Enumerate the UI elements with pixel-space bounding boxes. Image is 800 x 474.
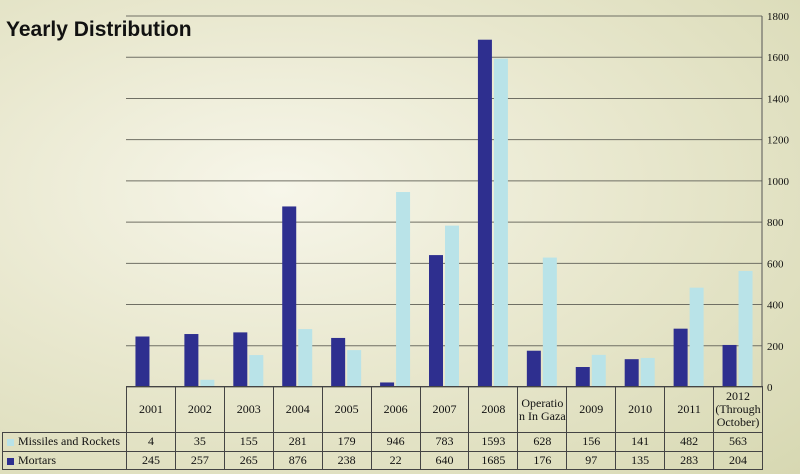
value-cell: 238 [321, 450, 372, 470]
y-tick-label: 800 [767, 217, 784, 229]
bar-missiles-and-rockets [591, 354, 606, 387]
bar-mortars [135, 336, 150, 387]
bar-missiles-and-rockets [200, 379, 215, 387]
bar-mortars [624, 359, 639, 387]
bar-mortars [477, 39, 492, 387]
bar-mortars [380, 382, 395, 387]
y-tick-label: 1400 [767, 93, 790, 105]
bar-missiles-and-rockets [689, 287, 704, 387]
y-tick-label: 1200 [767, 135, 790, 147]
value-cell: 176 [517, 450, 568, 470]
category-label: 2008 [468, 386, 519, 433]
bar-missiles-and-rockets [249, 355, 264, 387]
category-label: 2005 [321, 386, 372, 433]
category-label: 2007 [419, 386, 470, 433]
series-name: Mortars [18, 452, 56, 467]
value-cell: 283 [664, 450, 715, 470]
y-tick-label: 400 [767, 300, 784, 312]
y-tick-label: 200 [767, 341, 784, 353]
bar-mortars [673, 328, 688, 387]
y-tick-label: 1800 [767, 11, 790, 23]
bar-missiles-and-rockets [493, 58, 508, 387]
value-cell: 876 [272, 450, 323, 470]
value-cell: 35 [174, 432, 225, 452]
value-cell: 155 [223, 432, 274, 452]
bar-mortars [331, 337, 346, 387]
bar-missiles-and-rockets [445, 225, 459, 387]
bar-mortars [282, 206, 297, 387]
value-cell: 640 [419, 450, 470, 470]
table-row-mortars: Mortars 245 257 265 876 238 22 640 1685 176 97 135 2… [2, 450, 763, 470]
value-cell: 22 [370, 450, 421, 470]
value-cell: 245 [126, 450, 176, 470]
category-label: 2006 [370, 386, 421, 433]
table-corner [2, 386, 127, 433]
category-label: 2003 [223, 386, 274, 433]
category-label: 2011 [664, 386, 715, 433]
value-cell: 482 [664, 432, 715, 452]
value-cell: 179 [321, 432, 372, 452]
value-cell: 265 [223, 450, 274, 470]
bar-mortars [233, 332, 248, 387]
value-cell: 135 [615, 450, 666, 470]
series-label: Mortars [2, 450, 127, 470]
bar-missiles-and-rockets [738, 270, 753, 387]
category-label: 2002 [174, 386, 225, 433]
category-label: 2001 [126, 386, 176, 433]
bar-missiles-and-rockets [640, 357, 655, 387]
category-label: 2010 [615, 386, 666, 433]
y-tick-label: 1600 [767, 52, 790, 64]
category-label: 2004 [272, 386, 323, 433]
y-tick-label: 1000 [767, 176, 790, 188]
bar-missiles-and-rockets [347, 350, 362, 387]
value-cell: 156 [566, 432, 617, 452]
legend-swatch [7, 457, 14, 465]
chart-title: Yearly Distribution [6, 18, 192, 41]
category-label: 2009 [566, 386, 617, 433]
value-cell: 141 [615, 432, 666, 452]
category-label: Operatio n In Gaza [517, 386, 568, 433]
bar-missiles-and-rockets [542, 257, 557, 387]
category-label: 2012 (Through October) [713, 386, 763, 433]
bar-missiles-and-rockets [298, 329, 313, 387]
value-cell: 1593 [468, 432, 519, 452]
bar-mortars [575, 367, 590, 387]
table-header-row: 2001 2002 2003 2004 2005 2006 2007 2008 Operatio… [2, 386, 763, 433]
value-cell: 783 [419, 432, 470, 452]
value-cell: 4 [126, 432, 176, 452]
value-cell: 257 [174, 450, 225, 470]
data-table: 2001 2002 2003 2004 2005 2006 2007 2008 Operatio… [2, 386, 763, 470]
legend-swatch [7, 439, 14, 446]
table-row-missiles-and-rockets: Missiles and Rockets 4 35 155 281 179 946 783 15… [2, 432, 763, 452]
y-tick-label: 600 [767, 258, 784, 270]
value-cell: 281 [272, 432, 323, 452]
bar-mortars [722, 344, 737, 387]
value-cell: 628 [517, 432, 568, 452]
value-cell: 1685 [468, 450, 519, 470]
series-name: Missiles and Rockets [18, 434, 120, 449]
y-tick-label: 0 [767, 382, 773, 394]
value-cell: 563 [713, 432, 763, 452]
value-cell: 97 [566, 450, 617, 470]
bar-missiles-and-rockets [396, 192, 411, 387]
bar-mortars [526, 350, 541, 387]
bar-mortars [184, 334, 199, 387]
bar-mortars [429, 255, 443, 387]
value-cell: 946 [370, 432, 421, 452]
series-label: Missiles and Rockets [2, 432, 127, 452]
value-cell: 204 [713, 450, 763, 470]
